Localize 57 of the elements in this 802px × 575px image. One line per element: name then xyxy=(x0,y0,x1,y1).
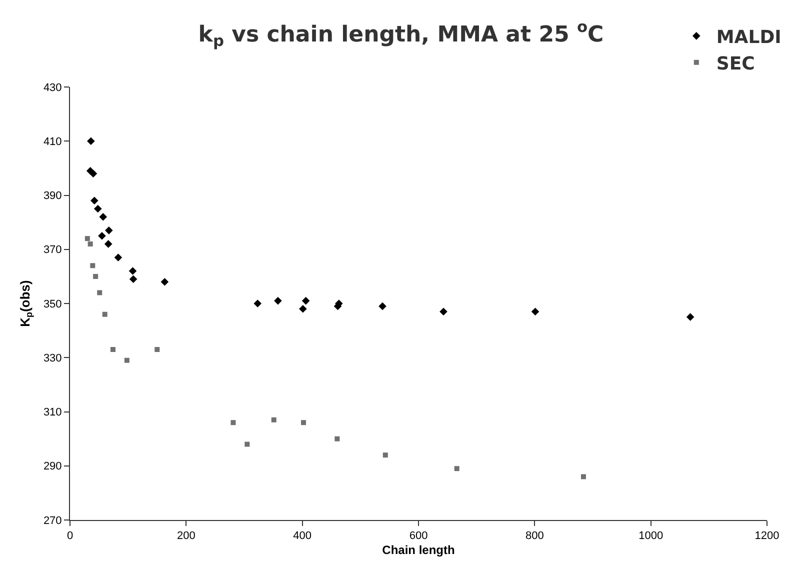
point xyxy=(98,232,106,240)
point xyxy=(99,213,108,221)
chart-title: k$_{p}$ vs chain length, MMA at 25 $^{o}$C xyxy=(198,18,604,50)
point xyxy=(110,347,116,352)
point xyxy=(89,170,98,178)
point xyxy=(271,417,276,422)
point xyxy=(93,274,98,279)
point xyxy=(97,290,102,296)
point xyxy=(230,420,236,426)
point xyxy=(104,240,112,248)
x-tick-label: 400 xyxy=(293,530,312,542)
y-tick-label: 310 xyxy=(43,406,62,419)
point xyxy=(531,308,540,316)
point xyxy=(301,420,306,426)
point xyxy=(90,196,98,205)
point xyxy=(382,452,388,458)
legend-label: SEC xyxy=(716,53,755,74)
x-tick-label: 0 xyxy=(66,530,74,542)
point xyxy=(90,263,96,268)
point xyxy=(105,226,113,234)
x-tick-label: 1200 xyxy=(754,530,780,542)
point xyxy=(124,358,130,363)
point xyxy=(244,442,250,447)
point xyxy=(334,436,340,442)
point xyxy=(302,296,310,305)
point xyxy=(102,312,108,317)
y-tick-label: 410 xyxy=(43,136,62,148)
point xyxy=(580,474,586,480)
y-tick-label: 290 xyxy=(43,460,62,473)
y-tick-label: 330 xyxy=(43,352,62,364)
x-axis-title: Chain length xyxy=(382,543,455,558)
point xyxy=(94,204,102,213)
point xyxy=(299,305,307,313)
point xyxy=(88,241,93,246)
y-tick-label: 390 xyxy=(43,190,62,202)
point xyxy=(454,466,460,472)
point xyxy=(440,308,448,316)
legend-label: MALDI xyxy=(716,26,782,48)
y-tick-label: 350 xyxy=(43,298,62,310)
point xyxy=(254,300,262,308)
point xyxy=(128,267,137,275)
point xyxy=(87,137,95,146)
x-tick-label: 800 xyxy=(525,530,544,542)
y-tick-label: 430 xyxy=(43,82,62,94)
point xyxy=(274,296,282,305)
x-tick-label: 1000 xyxy=(638,530,664,542)
x-tick-label: 600 xyxy=(409,530,428,542)
y-tick-label: 270 xyxy=(43,514,62,527)
x-tick-label: 200 xyxy=(176,530,196,542)
point xyxy=(114,254,122,262)
point xyxy=(84,236,90,242)
point xyxy=(154,347,160,352)
point xyxy=(378,302,386,310)
point xyxy=(686,313,694,321)
y-tick-label: 370 xyxy=(43,244,62,256)
point xyxy=(129,275,138,284)
point xyxy=(160,278,169,286)
